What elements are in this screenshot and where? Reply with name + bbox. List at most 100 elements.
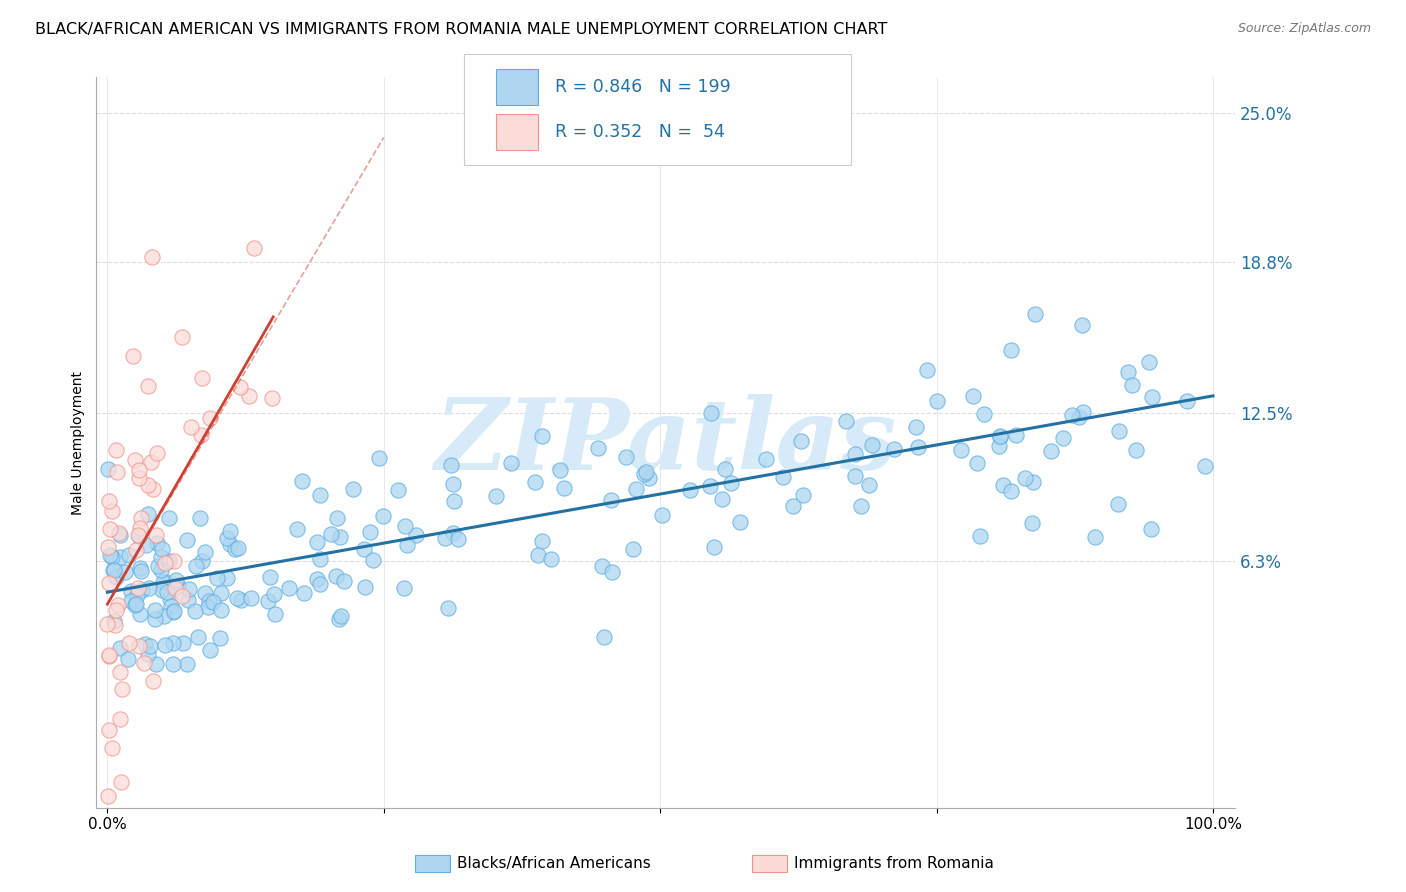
Point	[531, 428, 554, 442]
Point	[699, 479, 721, 493]
Point	[138, 379, 160, 393]
Point	[755, 451, 778, 466]
Point	[153, 609, 176, 624]
Point	[139, 640, 162, 654]
Point	[447, 532, 470, 546]
Point	[209, 586, 232, 600]
Point	[138, 581, 160, 595]
Point	[849, 499, 872, 513]
Point	[917, 363, 939, 377]
Point	[1121, 377, 1143, 392]
Point	[1052, 431, 1074, 445]
Point	[860, 438, 883, 452]
Point	[98, 493, 121, 508]
Point	[180, 420, 202, 434]
Point	[621, 541, 644, 556]
Point	[198, 410, 221, 425]
Point	[104, 443, 127, 458]
Text: ZIPatlas: ZIPatlas	[434, 394, 897, 491]
Point	[166, 579, 188, 593]
Point	[651, 508, 673, 523]
Y-axis label: Male Unemployment: Male Unemployment	[72, 370, 86, 515]
Point	[1000, 343, 1022, 357]
Point	[679, 483, 702, 497]
Point	[125, 543, 148, 558]
Point	[136, 507, 159, 521]
Point	[361, 553, 384, 567]
Point	[120, 584, 142, 599]
Point	[136, 647, 159, 661]
Point	[485, 489, 508, 503]
Text: Source: ZipAtlas.com: Source: ZipAtlas.com	[1237, 22, 1371, 36]
Point	[149, 563, 172, 577]
Point	[530, 534, 553, 549]
Point	[129, 560, 152, 574]
Point	[215, 531, 238, 545]
Point	[96, 462, 118, 476]
Point	[226, 541, 249, 555]
Point	[278, 581, 301, 595]
Point	[114, 565, 136, 579]
Point	[834, 414, 856, 428]
Point	[305, 535, 328, 549]
Point	[1024, 307, 1046, 321]
Point	[844, 447, 866, 461]
Point	[993, 477, 1015, 491]
Point	[103, 614, 125, 628]
Point	[177, 582, 200, 596]
Point	[143, 603, 166, 617]
Point	[405, 527, 427, 541]
Point	[700, 406, 723, 420]
Point	[186, 559, 208, 574]
Point	[1039, 444, 1062, 458]
Point	[101, 741, 124, 756]
Point	[782, 500, 804, 514]
Point	[217, 572, 239, 586]
Point	[441, 477, 464, 491]
Point	[319, 526, 342, 541]
Point	[772, 469, 794, 483]
Point	[128, 471, 150, 485]
Point	[145, 657, 167, 671]
Point	[127, 528, 149, 542]
Point	[194, 544, 217, 558]
Point	[150, 582, 173, 597]
Point	[194, 586, 217, 600]
Point	[325, 569, 347, 583]
Point	[129, 564, 152, 578]
Point	[988, 430, 1011, 444]
Point	[129, 607, 152, 622]
Point	[107, 598, 129, 612]
Point	[441, 526, 464, 541]
Point	[160, 599, 183, 614]
Point	[394, 519, 416, 533]
Point	[260, 392, 283, 406]
Point	[108, 550, 131, 565]
Point	[1021, 516, 1043, 531]
Point	[131, 582, 153, 597]
Point	[325, 511, 347, 525]
Point	[153, 556, 176, 570]
Point	[142, 673, 165, 688]
Point	[548, 463, 571, 477]
Point	[925, 393, 948, 408]
Point	[988, 439, 1011, 453]
Point	[96, 540, 118, 554]
Point	[1071, 318, 1094, 332]
Point	[219, 537, 242, 551]
Point	[110, 527, 132, 541]
Point	[229, 380, 252, 394]
Point	[172, 636, 194, 650]
Point	[170, 589, 193, 603]
Point	[526, 548, 548, 562]
Point	[437, 601, 460, 615]
Point	[191, 554, 214, 568]
Point	[104, 570, 127, 584]
Point	[359, 525, 381, 540]
Point	[553, 481, 575, 495]
Point	[790, 434, 813, 449]
Point	[1073, 405, 1095, 419]
Point	[1014, 470, 1036, 484]
Point	[333, 574, 356, 588]
Point	[135, 538, 157, 552]
